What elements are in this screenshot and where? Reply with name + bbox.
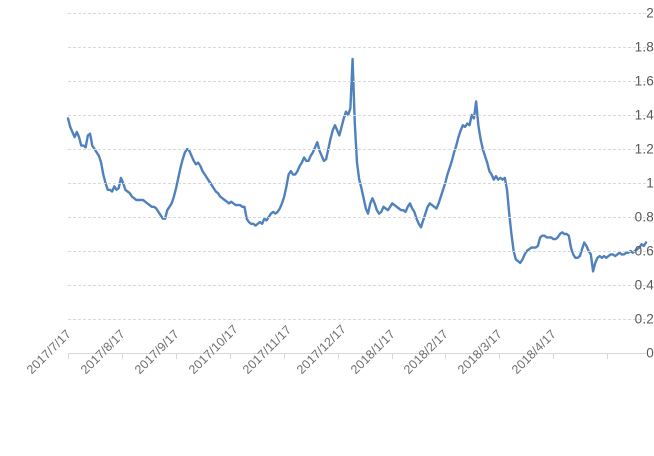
data-series-line: [66, 57, 648, 273]
y-axis-tick-label: 0.2: [634, 311, 654, 327]
y-axis-tick-label: 0: [646, 345, 654, 361]
x-axis-tick-mark: [445, 353, 447, 359]
x-axis-tick-mark: [68, 353, 69, 359]
x-axis-tick-mark: [391, 353, 393, 359]
gridline: [68, 183, 646, 184]
x-axis-line: [68, 353, 646, 355]
y-axis-tick-label: 1.8: [634, 39, 654, 55]
gridline: [68, 149, 646, 150]
x-axis-tick-mark: [175, 353, 177, 359]
gridline: [68, 217, 646, 218]
gridline: [68, 319, 646, 320]
y-axis-tick-label: 0.8: [634, 209, 654, 225]
x-axis-tick-mark: [553, 353, 555, 359]
x-axis-tick-mark: [283, 353, 285, 359]
y-axis-tick-label: 1.6: [634, 73, 654, 89]
gridline: [68, 81, 646, 82]
x-axis-tick-mark: [337, 353, 339, 359]
y-axis-tick-label: 1.4: [634, 107, 654, 123]
y-axis-tick-label: 1: [646, 175, 654, 191]
gridline: [68, 115, 646, 116]
gridline: [68, 47, 646, 48]
y-axis-tick-label: 2: [646, 5, 654, 21]
y-axis-tick-label: 1.2: [634, 141, 654, 157]
gridline: [68, 285, 646, 286]
x-axis-tick-mark: [499, 353, 501, 359]
gridline: [68, 251, 646, 252]
gridline: [68, 13, 646, 14]
x-axis-tick-mark: [607, 353, 609, 359]
y-axis-tick-label: 0.4: [634, 277, 654, 293]
y-axis-tick-label: 0.6: [634, 243, 654, 259]
x-axis-tick-mark: [121, 353, 123, 359]
x-axis-tick-mark: [229, 353, 231, 359]
